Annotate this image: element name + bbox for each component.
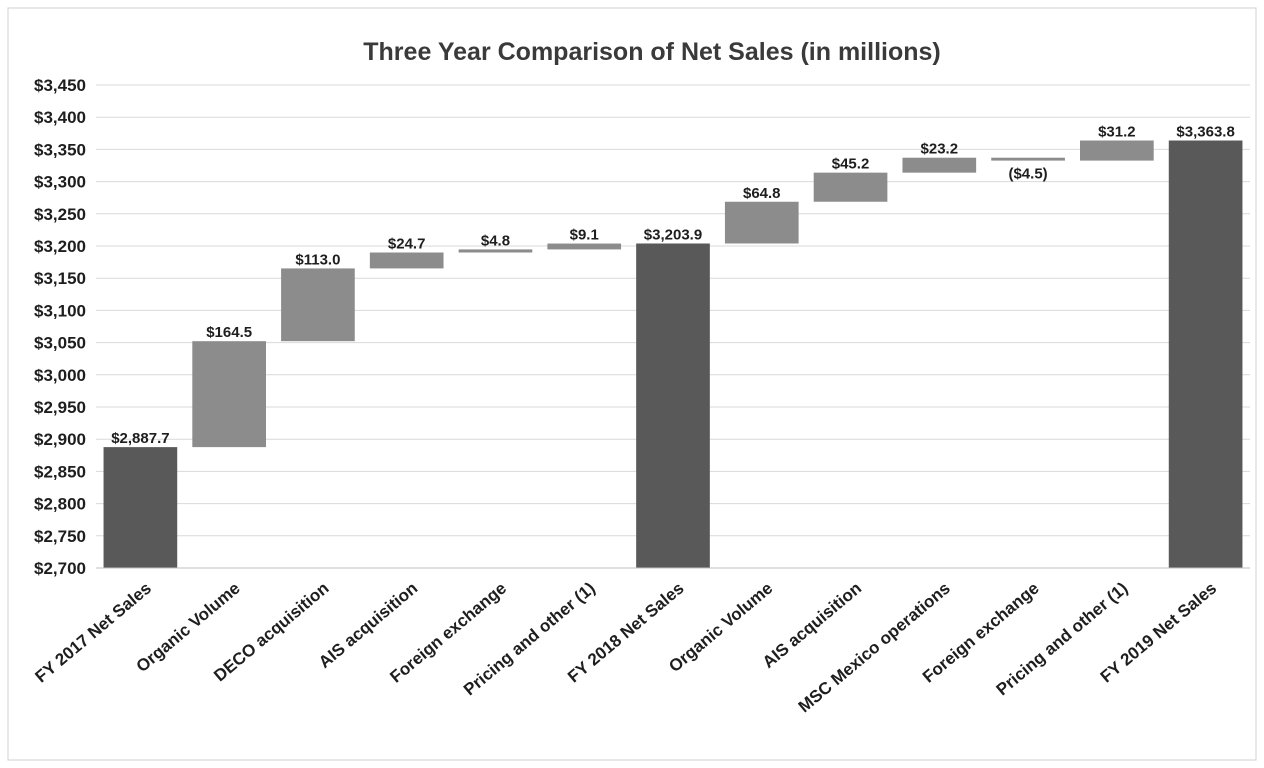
data-label: $2,887.7 (111, 430, 169, 447)
increase-bar (902, 157, 977, 173)
y-tick-label: $3,250 (34, 205, 86, 224)
data-label: $45.2 (832, 156, 870, 173)
bars (103, 140, 1243, 568)
increase-bar (724, 201, 799, 244)
y-tick-label: $2,800 (34, 495, 86, 514)
y-tick-label: $3,400 (34, 108, 86, 127)
data-label: $9.1 (570, 227, 599, 244)
data-label: $3,363.8 (1176, 124, 1234, 141)
y-tick-label: $3,200 (34, 237, 86, 256)
data-label: $31.2 (1098, 124, 1136, 141)
data-label: ($4.5) (1008, 166, 1047, 183)
data-label: $3,203.9 (644, 226, 702, 243)
increase-bar (1080, 140, 1154, 161)
data-label: $4.8 (481, 232, 510, 249)
increase-bar (458, 249, 533, 253)
data-label: $113.0 (295, 251, 340, 268)
data-label: $64.8 (743, 185, 781, 202)
y-tick-label: $3,050 (34, 334, 86, 353)
data-label: $23.2 (921, 141, 959, 158)
y-tick-label: $3,450 (34, 76, 86, 95)
data-label: $24.7 (388, 236, 426, 253)
y-tick-label: $2,850 (34, 462, 86, 481)
y-tick-label: $2,700 (34, 559, 86, 578)
y-tick-label: $3,300 (34, 173, 86, 192)
y-tick-label: $2,950 (34, 398, 86, 417)
y-axis-tick-labels: $2,700 $2,750 $2,800 $2,850 $2,900 $2,950 $3,0… (34, 76, 86, 578)
total-bar (1168, 140, 1243, 568)
increase-bar (281, 268, 355, 342)
chart-title: Three Year Comparison of Net Sales (in m… (363, 38, 940, 66)
decrease-bar (991, 157, 1065, 161)
data-label: $164.5 (206, 324, 252, 341)
y-tick-label: $2,900 (34, 430, 86, 449)
y-tick-label: $2,750 (34, 527, 86, 546)
y-tick-label: $3,350 (34, 140, 86, 159)
increase-bar (547, 243, 622, 250)
y-tick-label: $3,150 (34, 269, 86, 288)
increase-bar (192, 341, 266, 448)
total-bar (103, 447, 178, 568)
increase-bar (813, 172, 888, 202)
increase-bar (369, 252, 444, 269)
data-labels: $2,887.7 $164.5 $113.0 $24.7 $4.8 $9.1 $3,203.… (111, 124, 1235, 448)
y-tick-label: $3,000 (34, 366, 86, 385)
y-tick-label: $3,100 (34, 301, 86, 320)
total-bar (636, 243, 710, 568)
